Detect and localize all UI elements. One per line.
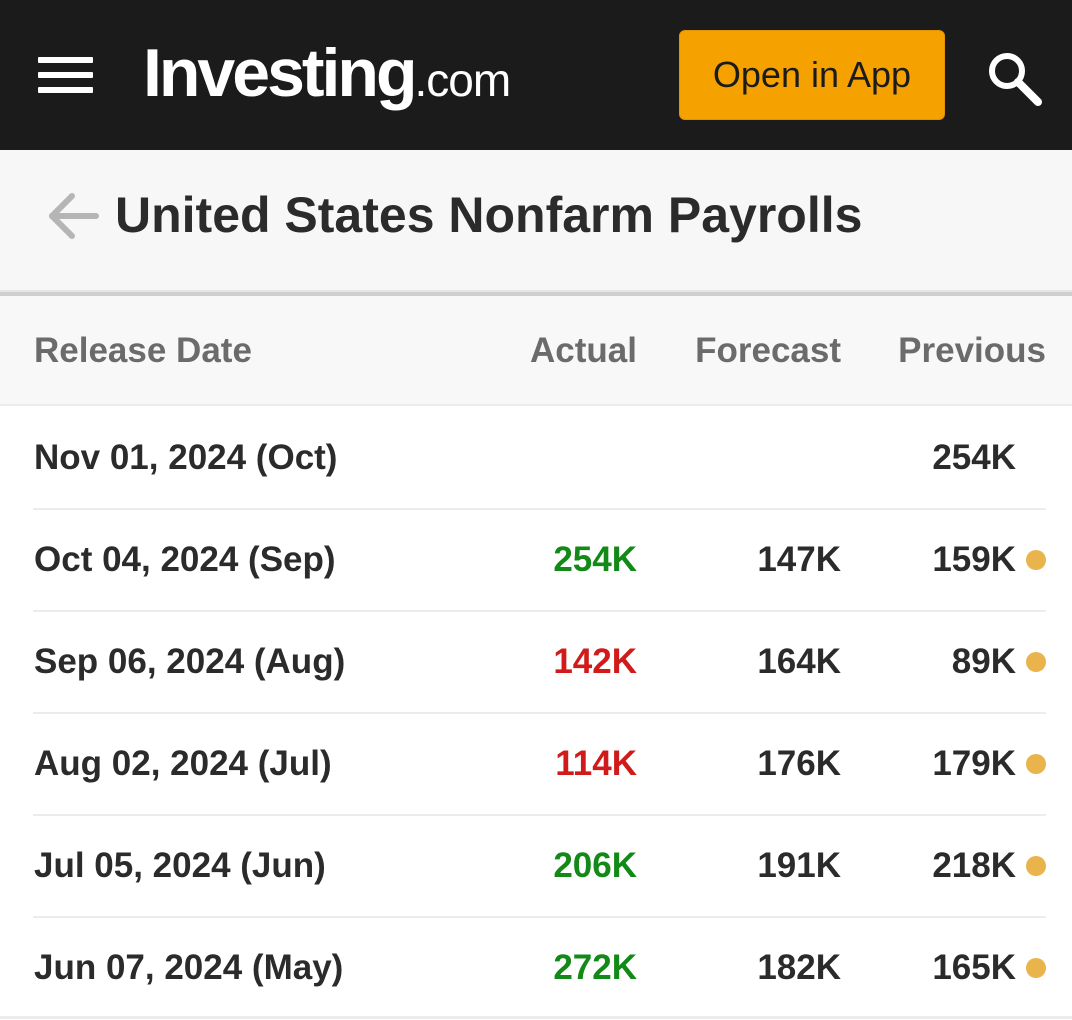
revised-indicator-icon[interactable] bbox=[1026, 856, 1046, 876]
release-date-cell: Aug 02, 2024 (Jul) bbox=[34, 744, 332, 783]
row-divider bbox=[33, 610, 1046, 612]
release-date-cell: Jul 05, 2024 (Jun) bbox=[34, 846, 326, 885]
forecast-cell: 182K bbox=[757, 948, 841, 987]
release-date-cell: Oct 04, 2024 (Sep) bbox=[34, 540, 336, 579]
actual-cell: 142K bbox=[553, 642, 637, 681]
hamburger-menu-icon[interactable] bbox=[38, 54, 93, 94]
release-date-cell: Sep 06, 2024 (Aug) bbox=[34, 642, 346, 681]
column-header-forecast: Forecast bbox=[695, 331, 841, 370]
title-bar-divider bbox=[0, 292, 1072, 296]
column-header-previous: Previous bbox=[898, 331, 1046, 370]
previous-cell: 218K bbox=[932, 846, 1016, 885]
table-row[interactable]: Aug 02, 2024 (Jul) 114K 176K 179K bbox=[0, 714, 1072, 816]
forecast-cell: 191K bbox=[757, 846, 841, 885]
page-title: United States Nonfarm Payrolls bbox=[115, 187, 863, 243]
table-header: Release Date Actual Forecast Previous bbox=[0, 296, 1072, 406]
revised-indicator-icon[interactable] bbox=[1026, 550, 1046, 570]
row-divider bbox=[33, 712, 1046, 714]
row-divider bbox=[33, 508, 1046, 510]
previous-cell: 254K bbox=[932, 438, 1016, 477]
open-in-app-button[interactable]: Open in App bbox=[679, 30, 945, 120]
previous-cell: 89K bbox=[951, 642, 1016, 681]
search-icon[interactable] bbox=[982, 46, 1046, 110]
table-row[interactable]: Sep 06, 2024 (Aug) 142K 164K 89K bbox=[0, 612, 1072, 714]
previous-cell: 165K bbox=[932, 948, 1016, 987]
table-bottom-divider bbox=[0, 1016, 1072, 1019]
forecast-cell: 176K bbox=[757, 744, 841, 783]
row-divider bbox=[33, 916, 1046, 918]
previous-cell: 159K bbox=[932, 540, 1016, 579]
actual-cell: 114K bbox=[555, 744, 637, 783]
arrow-left-icon[interactable] bbox=[44, 188, 100, 244]
release-date-cell: Jun 07, 2024 (May) bbox=[34, 948, 344, 987]
title-bar bbox=[0, 150, 1072, 292]
row-divider bbox=[33, 814, 1046, 816]
top-bar: Investing.com Open in App bbox=[0, 0, 1072, 150]
actual-cell: 254K bbox=[553, 540, 637, 579]
table-row[interactable]: Nov 01, 2024 (Oct) 254K bbox=[0, 408, 1072, 510]
revised-indicator-icon[interactable] bbox=[1026, 754, 1046, 774]
actual-cell: 206K bbox=[553, 846, 637, 885]
logo-main-text: Investing bbox=[143, 35, 417, 111]
column-header-release-date: Release Date bbox=[34, 331, 252, 370]
forecast-cell: 147K bbox=[757, 540, 841, 579]
investing-logo[interactable]: Investing.com bbox=[143, 28, 512, 118]
previous-cell: 179K bbox=[932, 744, 1016, 783]
column-header-actual: Actual bbox=[530, 331, 637, 370]
logo-tld-text: .com bbox=[414, 54, 512, 106]
revised-indicator-icon[interactable] bbox=[1026, 652, 1046, 672]
table-row[interactable]: Jun 07, 2024 (May) 272K 182K 165K bbox=[0, 918, 1072, 1020]
table-row[interactable]: Oct 04, 2024 (Sep) 254K 147K 159K bbox=[0, 510, 1072, 612]
table-row[interactable]: Jul 05, 2024 (Jun) 206K 191K 218K bbox=[0, 816, 1072, 918]
revised-indicator-icon[interactable] bbox=[1026, 958, 1046, 978]
actual-cell: 272K bbox=[553, 948, 637, 987]
release-date-cell: Nov 01, 2024 (Oct) bbox=[34, 438, 338, 477]
forecast-cell: 164K bbox=[757, 642, 841, 681]
